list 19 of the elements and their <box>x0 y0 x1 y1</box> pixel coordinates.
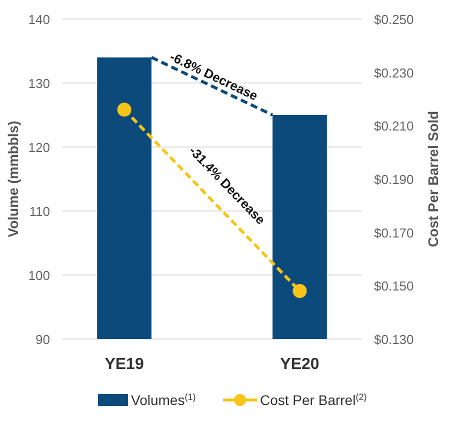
y-tick-label: 140 <box>28 12 50 27</box>
y2-tick-label: $0.230 <box>374 65 414 80</box>
x-tick-label: YE19 <box>104 356 144 373</box>
y2-tick-label: $0.170 <box>374 225 414 240</box>
y-tick-label: 130 <box>28 76 50 91</box>
y-tick-label: 120 <box>28 140 50 155</box>
y-tick-label: 90 <box>36 332 50 347</box>
y2-axis-title: Cost Per Barrel Sold <box>425 110 441 248</box>
legend-label: Cost Per Barrel$^{(2)}$ <box>260 392 367 408</box>
y2-tick-label: $0.130 <box>374 332 414 347</box>
y2-tick-label: $0.190 <box>374 172 414 187</box>
y-axis-title: Volume (mmbbls) <box>5 120 21 238</box>
x-tick-label: YE20 <box>280 356 320 373</box>
y2-tick-label: $0.210 <box>374 118 414 134</box>
y-tick-label: 100 <box>28 268 50 283</box>
y-tick-label: 110 <box>29 204 50 219</box>
y2-tick-label: $0.250 <box>374 12 414 27</box>
legend-label: Volumes$^{(1)}$ <box>131 392 196 408</box>
y2-tick-label: $0.150 <box>374 278 414 294</box>
